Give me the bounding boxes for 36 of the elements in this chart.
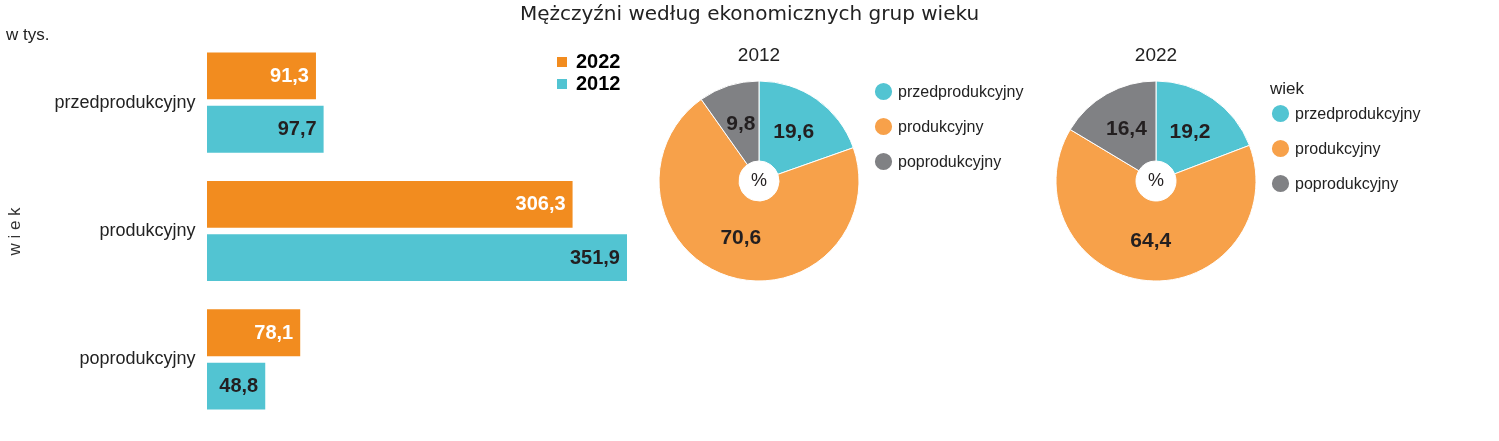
legend-label: przedprodukcyjny <box>1295 104 1421 122</box>
data-label: 19,6 <box>773 119 815 143</box>
text: % <box>1147 170 1165 190</box>
text: Mężczyźni według ekonomicznych grup wieku <box>518 0 981 26</box>
legend-label: produkcyjny <box>1295 139 1381 157</box>
data-label: 16,4 <box>1106 115 1148 139</box>
legend-label: 2022 <box>576 50 621 72</box>
y-tick-label: poprodukcyjny <box>79 348 196 369</box>
legend-label: 2012 <box>576 72 621 94</box>
y-tick-label: produkcyjny <box>99 220 196 240</box>
data-label: 306,3 <box>515 192 566 215</box>
bar <box>207 309 301 357</box>
bar <box>207 52 316 100</box>
bar <box>207 105 324 153</box>
data-label: 64,4 <box>1130 227 1172 251</box>
data-label: 91,3 <box>270 63 309 86</box>
chart-title: 2022 <box>1134 44 1178 65</box>
y-tick-label: przedprodukcyjny <box>54 91 196 112</box>
legend-title: wiek <box>1269 79 1305 98</box>
chart-title: 2012 <box>737 44 781 65</box>
legend-label: przedprodukcyjny <box>898 82 1024 100</box>
bar <box>207 234 627 282</box>
data-label: 9,8 <box>726 110 756 134</box>
data-label: 97,7 <box>277 117 317 140</box>
data-label: 48,8 <box>219 374 259 397</box>
legend-label: poprodukcyjny <box>898 152 1002 170</box>
text: % <box>750 170 768 190</box>
data-label: 351,9 <box>569 245 620 268</box>
y-axis-title: w i e k <box>5 206 25 257</box>
data-label: 78,1 <box>254 320 294 343</box>
legend-label: poprodukcyjny <box>1295 174 1399 192</box>
data-label: 19,2 <box>1169 118 1211 142</box>
legend-label: produkcyjny <box>898 117 984 135</box>
data-label: 70,6 <box>720 225 762 249</box>
text: w tys. <box>4 25 50 44</box>
bar <box>207 180 573 228</box>
